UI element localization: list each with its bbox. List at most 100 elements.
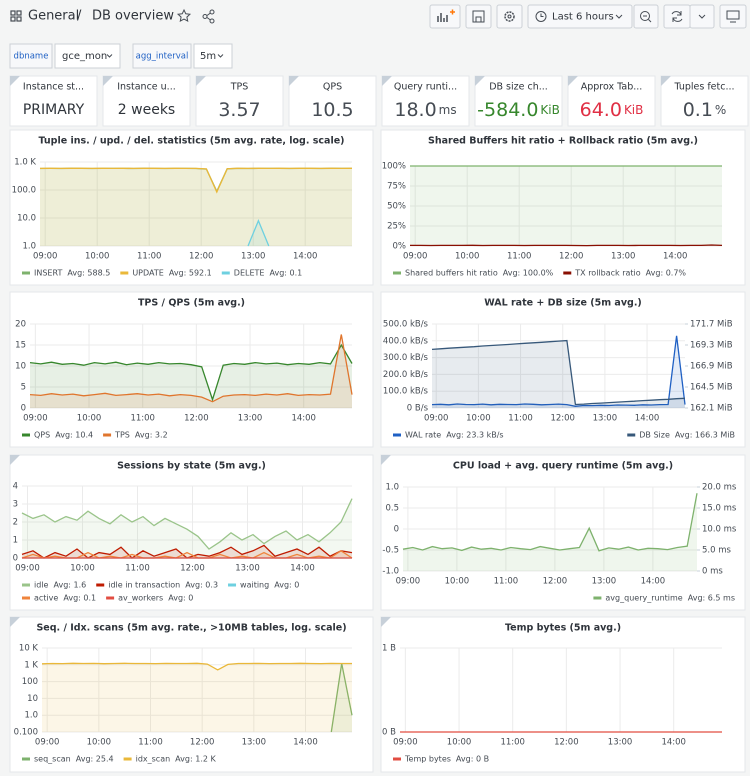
series-line xyxy=(410,244,723,247)
stat-title: Query runti... xyxy=(394,82,457,93)
y2-tick-label: 10.0 ms xyxy=(702,525,737,535)
y-tick-label: 1 K xyxy=(24,660,38,670)
stat-title: Approx Tab... xyxy=(581,82,643,93)
star-button[interactable] xyxy=(176,8,192,23)
variable-agg-interval xyxy=(132,43,192,69)
series-line xyxy=(21,498,353,550)
x-tick-label: 12:00 xyxy=(559,252,584,262)
y-tick-label: 10 xyxy=(27,694,38,704)
y-tick-label: 1 B xyxy=(382,644,396,654)
stat-panel xyxy=(102,75,191,127)
stat-panel xyxy=(567,75,656,127)
series-line xyxy=(402,493,698,552)
y-tick-label: 1.0 xyxy=(22,242,36,252)
panel-title: CPU load + avg. query runtime (5m avg.) xyxy=(453,461,673,472)
y-tick-label: 15 xyxy=(15,341,26,351)
y2-tick-label: 171.7 MiB xyxy=(690,320,733,330)
stat-value: 3.57 xyxy=(218,99,260,121)
save-button[interactable] xyxy=(465,4,492,29)
variable-select[interactable] xyxy=(54,43,121,69)
x-tick-label: 09:00 xyxy=(35,738,60,748)
x-tick-label: 13:00 xyxy=(241,252,266,262)
variable-dbname xyxy=(9,43,53,69)
panel xyxy=(9,129,374,286)
info-corner xyxy=(381,455,391,465)
refresh-interval-button[interactable] xyxy=(689,4,715,29)
time-picker[interactable] xyxy=(527,4,633,29)
legend-avg: Avg: 588.5 xyxy=(67,269,110,278)
y-tick-label: 10 xyxy=(15,362,26,372)
x-tick-label: 10:00 xyxy=(87,738,112,748)
y-tick-label: 500.0 kB/s xyxy=(383,320,429,330)
x-tick-label: 14:00 xyxy=(293,738,318,748)
share-button[interactable] xyxy=(202,9,215,24)
y-tick-label: 100% xyxy=(382,162,406,172)
y-tick-label: 75% xyxy=(387,182,406,192)
y-tick-label: 1.0 xyxy=(385,483,399,493)
info-corner xyxy=(661,76,671,86)
legend-avg: Avg: 0.1 xyxy=(63,594,96,603)
legend-name: idx_scan xyxy=(136,755,171,764)
info-corner xyxy=(568,76,578,86)
stat-panel xyxy=(381,75,470,127)
series-area xyxy=(30,345,352,408)
time-range: Last 6 hours xyxy=(552,12,614,23)
y-tick-label: 400.0 kB/s xyxy=(383,336,429,346)
y-tick-label: 1 xyxy=(13,536,18,546)
legend-avg: Avg: 23.3 kB/s xyxy=(446,431,503,440)
series-area xyxy=(248,220,269,246)
y2-tick-label: 15.0 ms xyxy=(702,504,737,514)
tv-mode-button[interactable] xyxy=(719,4,747,29)
series-line xyxy=(431,335,686,407)
stat-panel xyxy=(660,75,749,127)
series-line xyxy=(39,167,353,194)
y-tick-label: 2 xyxy=(13,518,18,528)
y-tick-label: 5 xyxy=(21,383,26,393)
folder-link[interactable]: General xyxy=(28,9,79,24)
breadcrumb-separator: / xyxy=(77,9,82,24)
settings-button[interactable] xyxy=(496,4,523,29)
add-panel-button[interactable] xyxy=(429,4,461,29)
legend-name: idle in transaction xyxy=(108,581,180,590)
x-tick-label: 09:00 xyxy=(15,564,40,574)
dashboard-title: DB overview xyxy=(92,9,174,24)
legend-avg: Avg: 0.1 xyxy=(269,269,302,278)
panel-title: Temp bytes (5m avg.) xyxy=(505,623,621,634)
legend-avg: Avg: 1.2 K xyxy=(175,755,216,764)
series-area xyxy=(40,168,352,246)
y-tick-label: 25% xyxy=(387,222,406,232)
info-corner xyxy=(475,76,485,86)
stat-panel xyxy=(9,75,98,127)
legend-name: INSERT xyxy=(34,269,62,278)
y-tick-label: 50% xyxy=(387,202,406,212)
x-tick-label: 14:00 xyxy=(293,252,318,262)
panel-title: WAL rate + DB size (5m avg.) xyxy=(484,298,642,309)
panel xyxy=(380,616,746,773)
y2-tick-label: 164.5 MiB xyxy=(690,383,733,393)
zoom-out-button[interactable] xyxy=(633,4,659,29)
stat-unit: KiB xyxy=(624,103,643,117)
legend-name: Shared buffers hit ratio xyxy=(405,269,498,278)
legend-avg: Avg: 592.1 xyxy=(169,269,212,278)
stat-value: PRIMARY xyxy=(23,102,85,118)
x-tick-label: 14:00 xyxy=(663,252,688,262)
apps-icon[interactable] xyxy=(10,10,22,22)
x-tick-label: 12:00 xyxy=(184,414,209,424)
refresh-button[interactable] xyxy=(663,4,691,29)
stat-value: 18.0 ms xyxy=(394,99,456,121)
legend-name: DELETE xyxy=(234,269,265,278)
stat-value: 64.0 KiB xyxy=(580,99,644,121)
series-line xyxy=(41,662,352,671)
x-tick-label: 13:00 xyxy=(593,414,618,424)
y2-tick-label: 5.0 ms xyxy=(702,546,731,556)
x-tick-label: 14:00 xyxy=(290,564,315,574)
series-area xyxy=(42,663,352,732)
legend-avg: Avg: 166.3 MiB xyxy=(675,431,735,440)
series-area xyxy=(331,663,352,732)
legend-avg: Avg: 0.3 xyxy=(185,581,218,590)
x-tick-label: 13:00 xyxy=(242,738,267,748)
info-corner xyxy=(10,76,20,86)
y-tick-label: 1.0 xyxy=(24,711,38,721)
y-tick-label: 100 xyxy=(22,677,38,687)
variable-select[interactable] xyxy=(193,43,233,69)
